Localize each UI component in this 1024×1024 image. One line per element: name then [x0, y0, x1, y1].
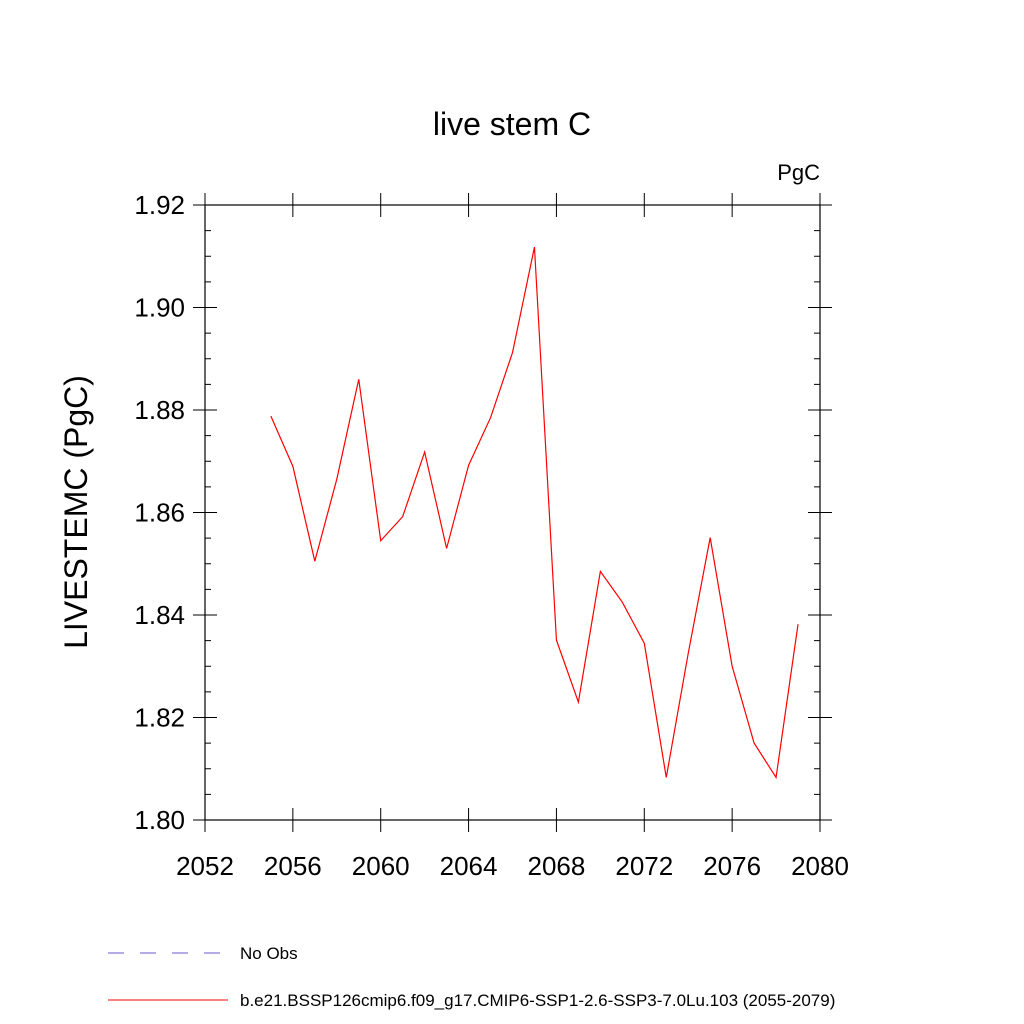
y-tick-label: 1.82: [134, 703, 185, 733]
x-tick-label: 2080: [791, 851, 849, 881]
legend-label: No Obs: [240, 944, 298, 963]
chart-title: live stem C: [433, 106, 591, 142]
y-axis-label: LIVESTEMC (PgC): [58, 375, 94, 649]
x-tick-label: 2060: [352, 851, 410, 881]
x-tick-label: 2064: [440, 851, 498, 881]
y-tick-label: 1.90: [134, 293, 185, 323]
y-tick-labels: 1.80 1.82 1.84 1.86 1.88 1.90 1.92: [134, 190, 185, 835]
y-tick-label: 1.92: [134, 190, 185, 220]
units-label: PgC: [777, 160, 820, 185]
series-lines: [270, 246, 799, 780]
x-tick-label: 2076: [703, 851, 761, 881]
legend: No Obs b.e21.BSSP126cmip6.f09_g17.CMIP6-S…: [108, 944, 835, 1010]
y-tick-label: 1.80: [134, 805, 185, 835]
x-tick-label: 2068: [528, 851, 586, 881]
y-tick-label: 1.88: [134, 395, 185, 425]
axis-ticks: [193, 193, 832, 832]
series-line: [270, 246, 799, 780]
x-tick-labels: 2052 2056 2060 2064 2068 2072 2076 2080: [176, 851, 849, 881]
x-tick-label: 2072: [615, 851, 673, 881]
x-tick-label: 2052: [176, 851, 234, 881]
plot-frame: [204, 204, 821, 821]
y-tick-label: 1.86: [134, 498, 185, 528]
y-tick-label: 1.84: [134, 600, 185, 630]
x-tick-label: 2056: [264, 851, 322, 881]
legend-label: b.e21.BSSP126cmip6.f09_g17.CMIP6-SSP1-2.…: [240, 991, 835, 1010]
